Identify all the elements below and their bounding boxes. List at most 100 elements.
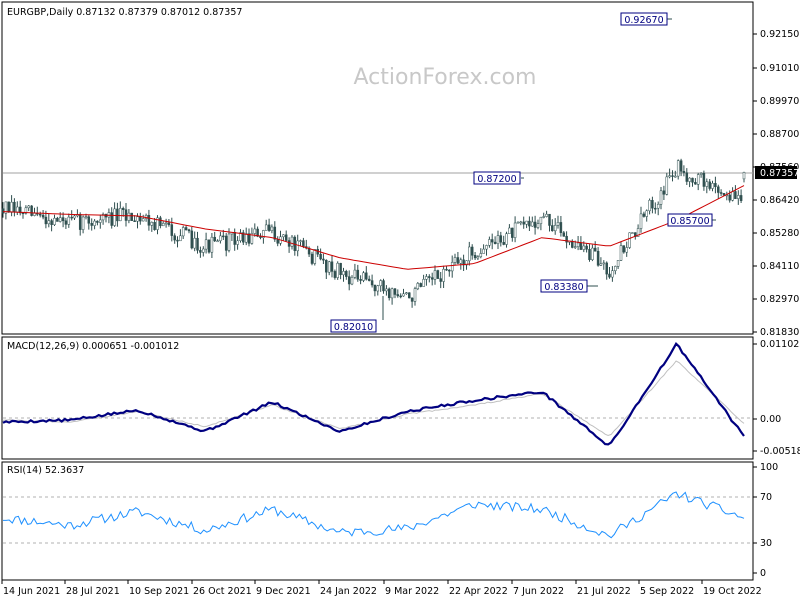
x-tick-label: 28 Jul 2021 [66, 586, 120, 597]
candle-body [562, 232, 566, 237]
annotation-high-087200: 0.87200 [473, 171, 524, 185]
candle-body [519, 221, 523, 224]
candle-body [253, 228, 257, 234]
candle-body [4, 201, 8, 214]
rsi-tick-label: 0 [760, 568, 766, 579]
candle-body [330, 261, 334, 272]
annotation-low-083380: 0.83380 [540, 279, 598, 293]
candle-body [482, 248, 485, 254]
price-tick-label: 0.91010 [760, 63, 799, 74]
rsi-label: RSI(14) 52.3637 [7, 465, 84, 476]
candle-body [270, 226, 274, 231]
candle-body [622, 245, 626, 253]
moving-average-line [2, 185, 745, 270]
candle-body [413, 288, 417, 302]
candle-body [665, 176, 669, 195]
x-tick-label: 26 Oct 2021 [193, 586, 252, 597]
price-tick-label: 0.88700 [760, 129, 799, 140]
candle-body [190, 230, 194, 249]
x-tick-label: 9 Dec 2021 [256, 586, 311, 597]
candle-body [58, 217, 62, 222]
macd-tick-label: -0.005182 [760, 446, 800, 457]
rsi-tick-label: 70 [760, 492, 772, 503]
candle-body [616, 260, 620, 267]
candle-body [213, 236, 216, 242]
candle-body [717, 186, 720, 193]
candle-body [262, 230, 265, 238]
candle-body [101, 213, 105, 221]
candle-body [87, 216, 91, 224]
candle-body [582, 245, 586, 250]
candle-body [130, 212, 133, 221]
candle-body [116, 208, 119, 222]
svg-text:0.82010: 0.82010 [334, 322, 373, 333]
rsi-panel-frame [1, 461, 754, 581]
candle-body [61, 217, 65, 222]
x-tick-label: 10 Sep 2021 [129, 586, 189, 597]
candle-body [167, 222, 171, 225]
price-tick-label: 0.81830 [760, 327, 799, 338]
candle-body [244, 233, 248, 243]
candle-body [187, 229, 191, 232]
candle-body [685, 172, 689, 182]
candle-body [734, 191, 737, 199]
candle-body [233, 232, 236, 245]
candle-body [156, 217, 159, 230]
candle-body [585, 245, 588, 250]
candle-body [325, 259, 328, 273]
candle-body [376, 285, 380, 292]
candle-body [124, 209, 128, 221]
candle-body [528, 220, 531, 227]
candle-body [485, 245, 488, 250]
candle-body [531, 221, 534, 227]
x-tick-label: 24 Jan 2022 [320, 586, 377, 597]
candle-body [18, 206, 22, 214]
candle-body [402, 293, 405, 297]
candle-body [450, 262, 454, 272]
candle-body [256, 228, 259, 237]
rsi-line [3, 491, 745, 539]
x-tick-label: 19 Oct 2022 [703, 586, 762, 597]
candle-body [181, 227, 185, 237]
candle-body [322, 258, 325, 261]
price-tick-label: 0.92150 [760, 29, 799, 40]
candle-body [565, 235, 568, 243]
candle-body [576, 242, 580, 247]
candle-body [227, 233, 231, 251]
candle-body [605, 262, 608, 275]
candle-body [654, 207, 657, 210]
candle-body [651, 200, 654, 209]
rsi-y-axis: 100 70 30 0 [753, 462, 778, 579]
candle-body [696, 174, 700, 185]
svg-text:0.85700: 0.85700 [670, 216, 709, 227]
rsi-tick-label: 100 [760, 462, 778, 473]
candle-body [287, 240, 291, 247]
price-tick-label: 0.89970 [760, 96, 799, 107]
x-tick-label: 9 Mar 2022 [385, 586, 439, 597]
candle-body [611, 270, 614, 278]
candle-body [342, 271, 345, 276]
candle-body [267, 224, 271, 231]
candle-body [659, 190, 663, 205]
candle-body [359, 279, 362, 281]
macd-label: MACD(12,26,9) 0.000651 -0.001012 [7, 341, 179, 352]
candle-body [430, 277, 434, 280]
candle-body [539, 216, 543, 224]
price-y-axis: 0.92150 0.91010 0.89970 0.88700 0.87560 … [753, 29, 799, 338]
candle-body [737, 195, 740, 199]
candle-body [139, 216, 142, 222]
candle-body [639, 213, 643, 229]
candle-body [150, 222, 154, 226]
candle-body [250, 233, 254, 244]
candle-body [505, 233, 508, 245]
candle-body [599, 263, 603, 266]
candle-body [64, 220, 68, 225]
candle-body [508, 227, 511, 234]
price-panel-frame [1, 1, 754, 335]
candle-body [93, 220, 96, 226]
candle-body [350, 277, 354, 285]
candle-body [362, 272, 365, 281]
candle-body [161, 223, 165, 227]
candle-body [222, 235, 225, 238]
candle-body [299, 240, 302, 242]
